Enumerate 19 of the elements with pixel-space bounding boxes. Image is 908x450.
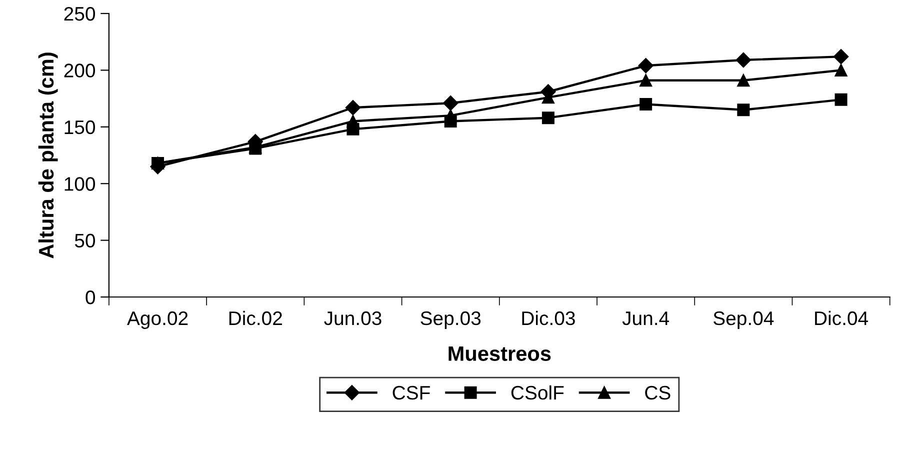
x-tick-label: Dic.02	[229, 310, 282, 326]
y-tick-label: 200	[64, 64, 96, 78]
x-axis-title: Muestreos	[448, 346, 551, 361]
x-tick-label: Dic.03	[522, 310, 575, 326]
x-tick-label: Jun.03	[324, 311, 382, 326]
y-tick-label: 100	[64, 177, 96, 191]
legend-label: CSolF	[511, 385, 564, 400]
x-tick-label: Ago.02	[126, 311, 188, 330]
y-tick-label: 0	[86, 290, 96, 304]
y-axis-title: Altura de planta (cm)	[38, 52, 58, 258]
x-tick-label: Sep.04	[713, 311, 774, 330]
y-tick-label: 50	[74, 234, 96, 248]
x-tick-label: Dic.04	[815, 310, 868, 326]
legend-label: CSF	[392, 386, 430, 400]
legend-label: CS	[645, 386, 670, 400]
y-tick-label: 150	[64, 120, 96, 134]
x-tick-label: Sep.03	[420, 311, 481, 330]
x-tick-label: Jun.4	[622, 312, 670, 326]
y-tick-label: 250	[64, 6, 96, 21]
